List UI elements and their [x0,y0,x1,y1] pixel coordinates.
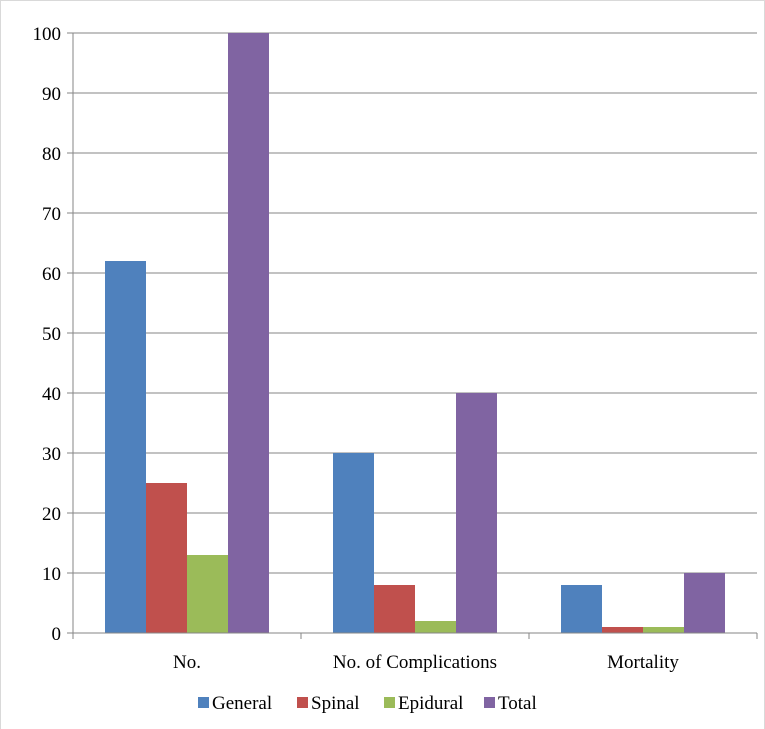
bar-general-2 [333,453,374,633]
y-tick-label: 0 [52,624,62,645]
y-tick-label: 40 [42,384,61,405]
bar-epidural-3 [643,627,684,633]
bar-total-2 [456,393,497,633]
legend-label-epidural: Epidural [398,693,463,714]
y-tick-label: 30 [42,444,61,465]
y-tick-label: 70 [42,204,61,225]
x-category-label: Mortality [607,652,679,673]
y-tick-label: 20 [42,504,61,525]
y-tick-label: 60 [42,264,61,285]
legend: General Spinal Epidural Total [198,693,537,714]
x-category-label: No. of Complications [333,652,497,673]
legend-swatch-general [198,697,209,708]
legend-label-general: General [212,693,272,714]
bar-spinal-1 [146,483,187,633]
y-tick-label: 90 [42,84,61,105]
y-tick-labels: 0 10 20 30 40 50 60 70 80 90 100 [33,24,62,645]
legend-label-total: Total [498,693,537,714]
x-category-labels: No. No. of Complications Mortality [173,652,679,673]
bar-spinal-2 [374,585,415,633]
bar-epidural-2 [415,621,456,633]
bar-general-3 [561,585,602,633]
bar-general-1 [105,261,146,633]
y-tick-label: 10 [42,564,61,585]
legend-swatch-epidural [384,697,395,708]
y-tick-label: 80 [42,144,61,165]
legend-label-spinal: Spinal [311,693,360,714]
axes [67,32,758,639]
bar-total-3 [684,573,725,633]
x-category-label: No. [173,652,201,673]
legend-swatch-total [484,697,495,708]
bar-epidural-1 [187,555,228,633]
y-tick-label: 100 [33,24,62,45]
bar-total-1 [228,33,269,633]
bars [105,33,725,633]
bar-spinal-3 [602,627,643,633]
y-tick-label: 50 [42,324,61,345]
legend-swatch-spinal [297,697,308,708]
